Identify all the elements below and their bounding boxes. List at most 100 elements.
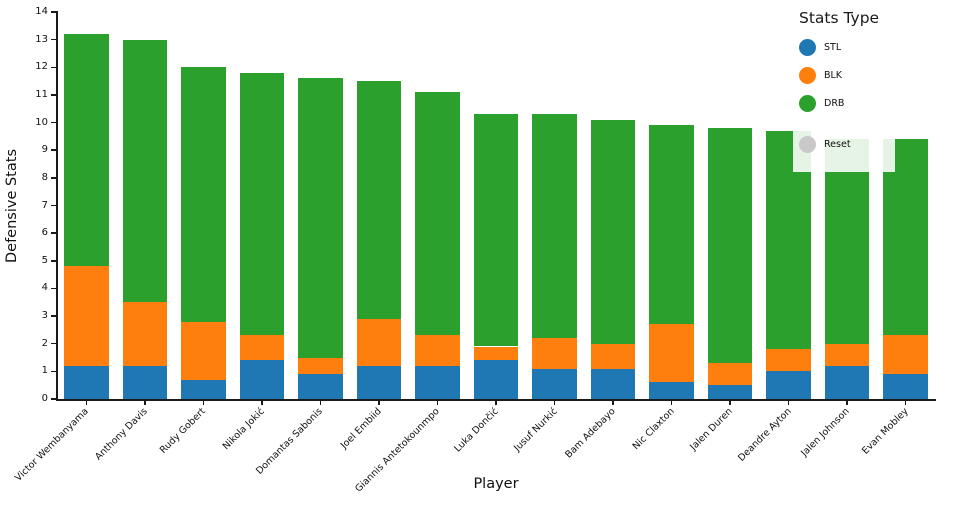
bar-segment-blk[interactable] bbox=[766, 349, 811, 372]
y-tick-mark bbox=[51, 398, 56, 400]
y-tick-mark bbox=[51, 315, 56, 317]
bar-segment-drb[interactable] bbox=[473, 114, 519, 347]
bar-segment-blk[interactable] bbox=[122, 302, 168, 366]
legend-item-label: DRB bbox=[824, 98, 845, 109]
bar-segment-stl[interactable] bbox=[181, 379, 226, 399]
x-tick-mark bbox=[85, 400, 88, 405]
x-tick-label: Nic Claxton bbox=[630, 406, 677, 453]
x-tick-label: Jalen Johnson bbox=[799, 406, 852, 459]
legend-reset-button[interactable]: Reset bbox=[799, 136, 889, 153]
bar-segment-blk[interactable] bbox=[473, 346, 519, 361]
x-axis-title: Player bbox=[473, 476, 519, 492]
legend-item-stl[interactable]: STL bbox=[799, 39, 889, 56]
bar-segment-blk[interactable] bbox=[824, 343, 870, 366]
bar-segment-blk[interactable] bbox=[415, 335, 460, 366]
y-tick-mark bbox=[51, 11, 56, 13]
legend-item-label: Reset bbox=[824, 139, 851, 150]
y-tick-mark bbox=[51, 260, 56, 262]
bar-segment-drb[interactable] bbox=[298, 78, 343, 358]
x-tick-label: Jalen Duren bbox=[688, 406, 735, 453]
legend-item-label: BLK bbox=[824, 70, 843, 81]
bar-segment-blk[interactable] bbox=[298, 357, 343, 375]
bar-segment-drb[interactable] bbox=[824, 139, 870, 344]
bar-segment-blk[interactable] bbox=[707, 363, 753, 386]
x-tick-label: Rudy Gobert bbox=[158, 406, 209, 456]
x-tick-label: Luka Dončić bbox=[452, 406, 501, 455]
bar-segment-blk[interactable] bbox=[532, 338, 577, 369]
bar-segment-stl[interactable] bbox=[707, 385, 753, 399]
bar-segment-blk[interactable] bbox=[181, 321, 226, 380]
bar-segment-drb[interactable] bbox=[122, 39, 168, 303]
bar-segment-stl[interactable] bbox=[824, 365, 870, 399]
y-tick-label: 12 bbox=[35, 61, 48, 73]
bar-segment-blk[interactable] bbox=[649, 324, 694, 383]
bar-segment-stl[interactable] bbox=[64, 365, 109, 399]
bar-segment-drb[interactable] bbox=[356, 81, 402, 319]
x-tick-label: Bam Adebayo bbox=[563, 406, 618, 461]
bar-segment-stl[interactable] bbox=[649, 382, 694, 399]
y-tick-label: 10 bbox=[35, 116, 48, 128]
bar-segment-blk[interactable] bbox=[356, 318, 402, 366]
legend: Stats Type STL BLK DRB Reset bbox=[793, 5, 895, 172]
x-tick-mark bbox=[553, 400, 556, 405]
y-tick-label: 7 bbox=[41, 199, 48, 211]
x-tick-mark bbox=[144, 400, 146, 405]
legend-swatch-circle bbox=[799, 136, 816, 153]
x-tick-label: Evan Mobley bbox=[859, 406, 911, 457]
x-tick-label: Domantas Sabonis bbox=[254, 406, 326, 477]
bar-segment-stl[interactable] bbox=[883, 374, 928, 399]
legend-item-blk[interactable]: BLK bbox=[799, 67, 889, 84]
bar-segment-stl[interactable] bbox=[239, 360, 285, 399]
x-axis-line bbox=[56, 399, 936, 401]
y-tick-mark bbox=[51, 342, 56, 345]
x-tick-label: Nikola Jokić bbox=[220, 406, 267, 453]
y-tick-mark bbox=[51, 177, 56, 179]
bar-segment-blk[interactable] bbox=[239, 335, 285, 361]
bar-segment-drb[interactable] bbox=[64, 34, 109, 267]
bar-segment-stl[interactable] bbox=[766, 371, 811, 399]
y-tick-label: 11 bbox=[35, 88, 48, 100]
x-tick-mark bbox=[612, 400, 614, 405]
x-tick-mark bbox=[846, 400, 848, 405]
y-tick-mark bbox=[51, 287, 56, 290]
bar-segment-drb[interactable] bbox=[415, 92, 460, 336]
y-tick-label: 1 bbox=[41, 365, 48, 377]
legend-swatch-circle bbox=[799, 95, 816, 112]
bar-segment-stl[interactable] bbox=[122, 365, 168, 399]
y-tick-label: 5 bbox=[41, 254, 48, 266]
y-tick-mark bbox=[51, 38, 56, 41]
y-axis-title: Defensive Stats bbox=[4, 149, 20, 264]
bar-segment-stl[interactable] bbox=[473, 360, 519, 399]
y-tick-label: 4 bbox=[41, 282, 48, 294]
bar-segment-stl[interactable] bbox=[356, 365, 402, 399]
bar-segment-stl[interactable] bbox=[415, 365, 460, 399]
y-tick-mark bbox=[51, 370, 56, 373]
legend-item-label: STL bbox=[824, 42, 842, 53]
bar-segment-drb[interactable] bbox=[239, 72, 285, 336]
bar-segment-drb[interactable] bbox=[707, 128, 753, 364]
x-tick-label: Deandre Ayton bbox=[735, 406, 794, 464]
bar-segment-drb[interactable] bbox=[590, 119, 636, 344]
y-tick-label: 13 bbox=[35, 33, 48, 45]
bar-segment-drb[interactable] bbox=[649, 125, 694, 325]
y-tick-label: 2 bbox=[41, 337, 48, 349]
legend-title: Stats Type bbox=[799, 9, 880, 27]
x-tick-label: Giannis Antetokounmpo bbox=[353, 406, 443, 495]
y-tick-label: 14 bbox=[35, 6, 48, 17]
y-tick-label: 0 bbox=[41, 393, 48, 404]
bar-segment-blk[interactable] bbox=[590, 343, 636, 369]
x-tick-mark bbox=[319, 400, 322, 405]
bar-segment-blk[interactable] bbox=[883, 335, 928, 375]
y-tick-mark bbox=[51, 149, 56, 151]
bar-segment-drb[interactable] bbox=[532, 114, 577, 339]
y-tick-mark bbox=[51, 94, 56, 96]
bar-segment-stl[interactable] bbox=[532, 368, 577, 399]
bar-segment-stl[interactable] bbox=[590, 368, 636, 399]
bar-segment-drb[interactable] bbox=[181, 67, 226, 322]
legend-item-drb[interactable]: DRB bbox=[799, 95, 889, 112]
bar-segment-stl[interactable] bbox=[298, 374, 343, 399]
bar-segment-blk[interactable] bbox=[64, 266, 109, 366]
x-tick-label: Anthony Davis bbox=[92, 406, 150, 463]
y-tick-mark bbox=[51, 66, 56, 69]
x-tick-mark bbox=[904, 400, 907, 405]
